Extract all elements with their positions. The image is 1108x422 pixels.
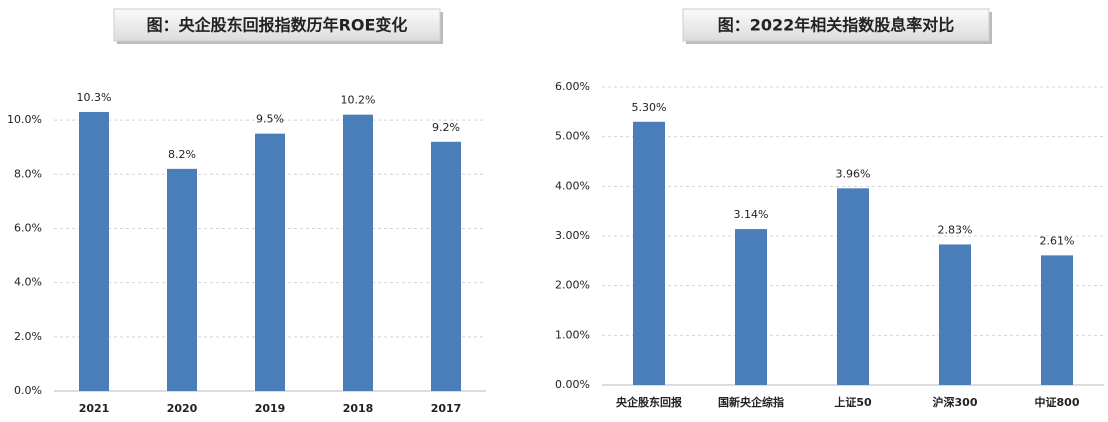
bar [1041,255,1073,385]
data-label: 5.30% [632,101,667,114]
chart-title: 图：2022年相关指数股息率对比 [718,16,955,35]
x-tick-label: 2020 [167,402,198,415]
bar [167,168,197,391]
y-tick-label: 3.00% [555,229,590,242]
y-tick-label: 6.00% [555,80,590,93]
x-tick-label: 2019 [255,402,286,415]
data-label: 2.83% [938,223,973,236]
data-label: 8.2% [168,148,196,161]
data-label: 2.61% [1040,234,1075,247]
x-tick-label: 国新央企综指 [718,395,784,409]
data-label: 9.5% [256,113,284,126]
x-tick-label: 2017 [431,402,462,415]
bar [343,114,373,391]
data-label: 10.3% [77,91,112,104]
data-label: 10.2% [341,94,376,107]
bar [939,244,971,385]
x-tick-label: 央企股东回报 [616,395,683,409]
data-label: 3.14% [734,208,769,221]
bar [79,111,109,392]
chart-title: 图：央企股东回报指数历年ROE变化 [147,16,408,35]
y-tick-label: 2.0% [14,330,42,343]
bar [837,188,869,385]
x-tick-label: 沪深300 [933,395,978,409]
bar [431,141,461,391]
bar [255,133,285,392]
title-box [113,8,441,42]
y-tick-label: 2.00% [555,279,590,292]
data-label: 9.2% [432,121,460,134]
x-tick-label: 中证800 [1035,395,1080,409]
bar [633,121,665,386]
y-tick-label: 4.00% [555,179,590,192]
y-tick-label: 0.0% [14,384,42,397]
y-tick-label: 6.0% [14,221,42,234]
x-tick-label: 2021 [79,402,110,415]
y-tick-label: 8.0% [14,167,42,180]
y-tick-label: 5.00% [555,130,590,143]
y-tick-label: 4.0% [14,276,42,289]
y-tick-label: 10.0% [7,113,42,126]
bar [735,229,767,385]
title-box [682,8,990,42]
x-tick-label: 上证50 [834,395,872,409]
x-tick-label: 2018 [343,402,374,415]
y-tick-label: 0.00% [555,378,590,391]
y-tick-label: 1.00% [555,328,590,341]
data-label: 3.96% [836,167,871,180]
